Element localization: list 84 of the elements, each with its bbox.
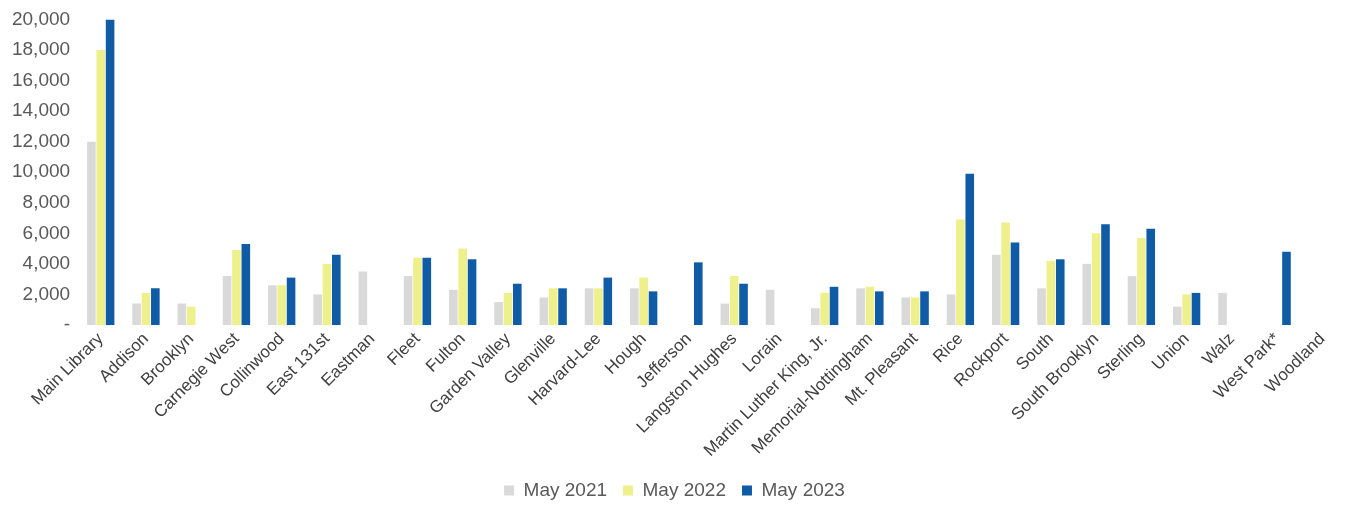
- bar: [765, 289, 775, 325]
- bar: [901, 297, 911, 325]
- bar: [268, 285, 277, 325]
- y-tick-label: 2,000: [22, 282, 71, 304]
- bar: [467, 259, 477, 325]
- bar: [186, 306, 196, 325]
- bar: [503, 292, 513, 325]
- bar: [811, 308, 820, 325]
- bar: [232, 250, 241, 325]
- bar: [829, 286, 839, 325]
- bar: [584, 288, 594, 325]
- y-tick-label: 18,000: [11, 38, 71, 60]
- bar: [1001, 222, 1010, 325]
- bar: [1218, 292, 1227, 325]
- bar: [539, 297, 549, 325]
- y-tick-label: 14,000: [11, 99, 71, 121]
- bar: [874, 291, 884, 325]
- legend-label: May 2023: [761, 478, 845, 500]
- bar: [920, 291, 929, 325]
- bar: [513, 283, 522, 325]
- bar: [910, 297, 920, 325]
- bar: [1046, 260, 1056, 325]
- bar: [1082, 263, 1092, 325]
- bar: [87, 141, 96, 325]
- bar: [693, 262, 703, 325]
- y-tick-label: 4,000: [22, 252, 71, 274]
- bar: [956, 219, 965, 325]
- bar: [96, 49, 106, 325]
- bar: [403, 276, 413, 325]
- y-tick-label: 20,000: [11, 7, 71, 29]
- legend-label: May 2021: [523, 478, 608, 500]
- bar: [413, 257, 422, 325]
- bar: [241, 244, 251, 325]
- bar: [1037, 288, 1046, 325]
- bar: [1191, 292, 1201, 325]
- bar: [458, 248, 468, 325]
- bar: [286, 277, 296, 325]
- bar: [322, 263, 332, 325]
- bar: [105, 19, 115, 325]
- bar: [132, 303, 141, 325]
- legend-label: May 2022: [642, 478, 726, 500]
- bar: [639, 277, 648, 325]
- bar: [856, 288, 865, 325]
- y-tick-label: -: [63, 313, 71, 335]
- bar: [1172, 306, 1182, 325]
- bar: [1137, 237, 1146, 325]
- bar: [1282, 251, 1291, 325]
- bar: [548, 288, 558, 325]
- bar: [332, 254, 341, 325]
- bar: [151, 288, 160, 325]
- bar: [558, 288, 567, 325]
- bar: [630, 288, 639, 325]
- bar: [739, 283, 748, 325]
- bar: [222, 276, 232, 325]
- bar: [820, 292, 829, 325]
- bar: [865, 286, 875, 325]
- bar: [946, 294, 956, 325]
- y-tick-label: 8,000: [22, 190, 71, 212]
- bar: [603, 277, 613, 325]
- y-tick-label: 12,000: [11, 129, 71, 151]
- bar: [720, 303, 730, 325]
- bar: [648, 291, 658, 325]
- bar: [313, 294, 322, 325]
- bar: [992, 254, 1001, 325]
- bar: [965, 173, 975, 325]
- bar: [177, 303, 187, 325]
- bar: [1101, 224, 1110, 325]
- bar: [1182, 294, 1191, 325]
- bar: [449, 289, 458, 325]
- y-tick-label: 16,000: [11, 68, 71, 90]
- bar: [494, 302, 503, 325]
- y-tick-label: 10,000: [11, 160, 71, 182]
- bar: [277, 285, 287, 325]
- bar: [358, 271, 368, 325]
- y-tick-label: 6,000: [22, 221, 71, 243]
- bar: [1055, 259, 1065, 325]
- bar: [729, 276, 739, 325]
- bar: [1146, 228, 1156, 325]
- bar: [594, 288, 603, 325]
- bar: [422, 257, 432, 325]
- bar: [1091, 233, 1101, 325]
- bar: [1010, 242, 1020, 325]
- bar: [141, 292, 151, 325]
- bar: [1127, 276, 1137, 325]
